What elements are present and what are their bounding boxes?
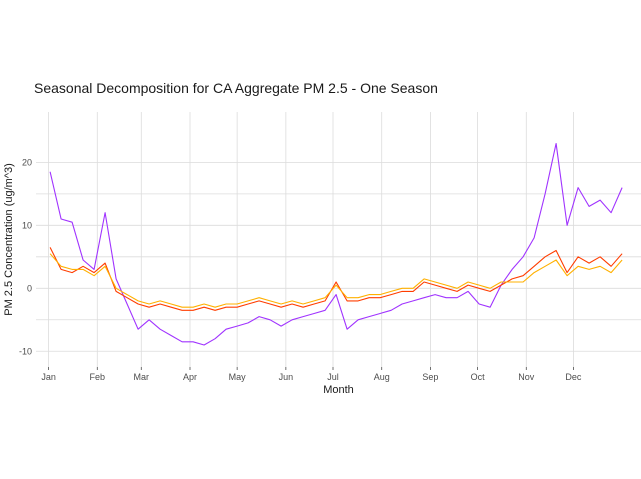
y-tick-label: -10	[19, 346, 32, 356]
x-tick-label: Nov	[518, 372, 535, 382]
gridlines	[36, 112, 641, 370]
y-tick-label: 20	[22, 157, 32, 167]
series-line-2	[49, 247, 623, 311]
x-tick-label: Sep	[422, 372, 438, 382]
x-tick-label: Jul	[327, 372, 339, 382]
series-line-1	[49, 142, 623, 346]
x-tick-label: Oct	[471, 372, 486, 382]
y-axis-label: PM 2.5 Concentration (ug/m^3)	[3, 163, 15, 316]
chart-title: Seasonal Decomposition for CA Aggregate …	[34, 80, 438, 96]
y-tick-label: 10	[22, 220, 32, 230]
x-tick-label: Jan	[41, 372, 56, 382]
x-tick-label: Dec	[565, 372, 582, 382]
series-lines	[49, 142, 623, 346]
x-tick-label: Apr	[183, 372, 197, 382]
x-tick-label: Feb	[90, 372, 106, 382]
x-tick-label: Jun	[279, 372, 294, 382]
x-tick-label: Mar	[134, 372, 150, 382]
tick-labels: -10 0 10 20 Jan Feb Mar Apr May Jun Jul Aug Sep Oct No…	[19, 157, 582, 382]
x-axis-label: Month	[323, 384, 354, 396]
series-line-3	[49, 253, 623, 308]
x-tick-label: Aug	[374, 372, 390, 382]
y-tick-label: 0	[27, 283, 32, 293]
x-tick-label: May	[229, 372, 247, 382]
